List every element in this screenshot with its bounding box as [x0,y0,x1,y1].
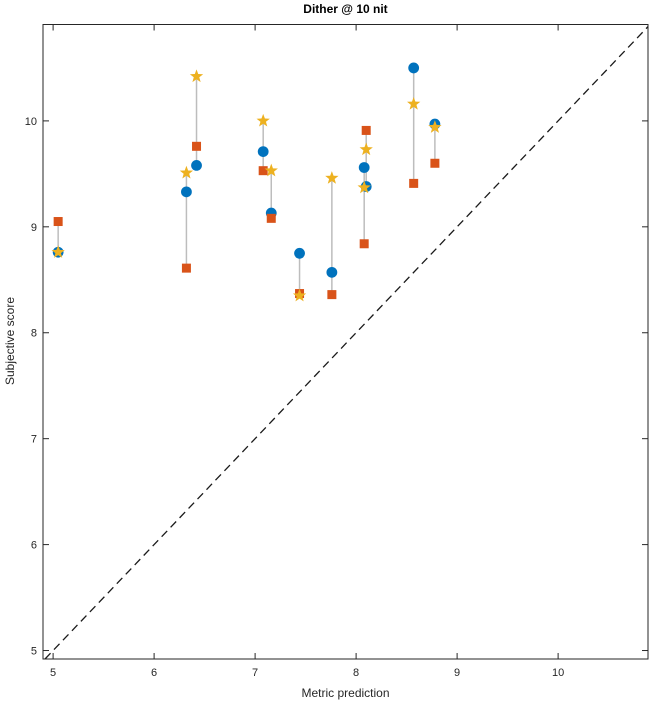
marker-circle [358,162,370,173]
y-tick-label: 7 [31,434,37,446]
x-tick-label: 8 [353,667,359,679]
marker-star [357,180,371,194]
marker-circle [257,146,269,158]
chart-title: Dither @ 10 nit [303,2,388,16]
marker-star [51,245,65,258]
y-tick-label: 9 [31,222,37,234]
y-tick-label: 8 [31,328,37,340]
marker-star [292,288,307,302]
marker-star [428,120,442,133]
marker-square [192,141,202,151]
identity-line [44,26,649,660]
marker-square [430,158,440,168]
x-tick-label: 6 [151,667,157,679]
marker-circle [408,62,420,74]
marker-square [359,239,369,249]
marker-star [264,163,278,177]
x-axis-label: Metric prediction [301,686,390,700]
marker-square [409,178,419,188]
marker-circle [294,247,305,259]
marker-circle [181,186,192,198]
marker-circle [326,266,338,278]
marker-circle [191,159,202,171]
x-tick-label: 9 [454,667,460,679]
marker-square [53,217,63,227]
x-tick-label: 10 [552,667,564,679]
y-tick-label: 5 [31,646,37,658]
y-tick-label: 6 [31,540,37,552]
marker-square [327,290,337,300]
plot-box [42,24,649,660]
marker-square [258,166,268,176]
marker-star [256,113,270,127]
marker-star [325,171,339,184]
marker-star [407,96,421,110]
marker-star [189,69,204,83]
marker-star [179,165,194,179]
marker-star [359,142,373,156]
y-tick-label: 10 [25,116,37,128]
marker-square [361,125,371,135]
x-tick-label: 5 [50,667,56,679]
marker-square [266,213,276,223]
marker-square [181,263,191,273]
x-tick-label: 7 [252,667,258,679]
